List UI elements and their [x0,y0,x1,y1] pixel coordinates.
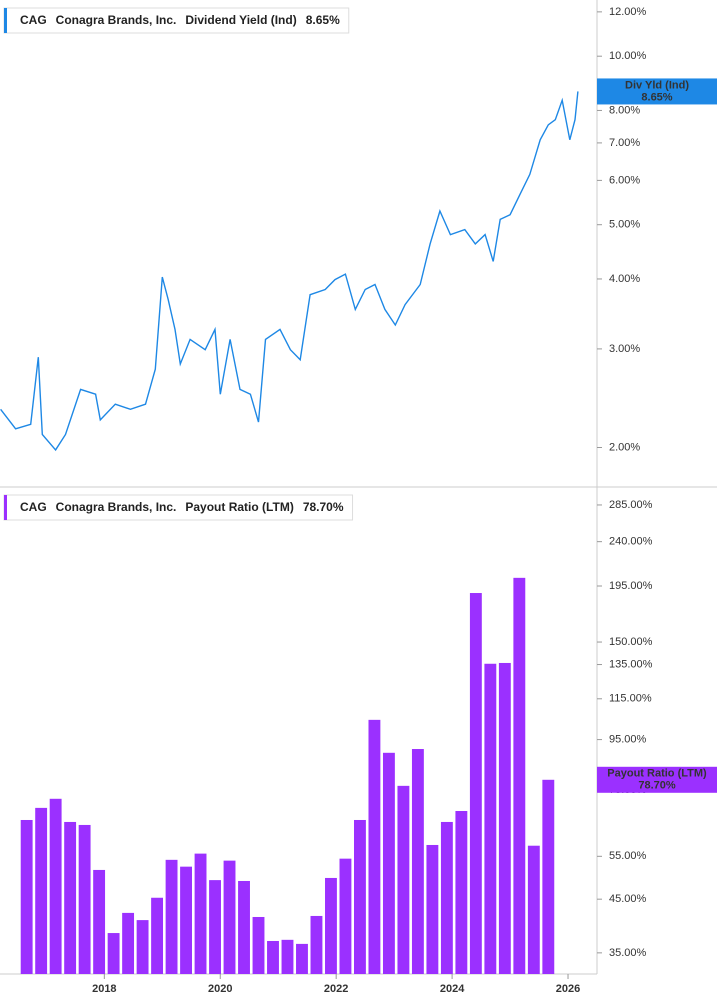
bar [180,866,192,974]
legend-company: Conagra Brands, Inc. [56,500,177,514]
bar [484,663,497,974]
x-tick-label: 2020 [208,983,232,995]
bar [368,719,381,974]
y-tick-label: 285.00% [609,499,653,511]
line-series [0,91,579,452]
bar [397,785,410,974]
y-tick-label: 5.00% [609,219,640,231]
bar [49,798,62,974]
y-tick-label: 195.00% [609,580,653,592]
y-tick-label: 8.00% [609,104,640,116]
legend-marker [4,495,7,520]
x-tick-label: 2026 [556,983,580,995]
bar [107,933,120,974]
legend-box [3,494,354,521]
y-tick-label: 35.00% [609,947,647,959]
legend-company: Conagra Brands, Inc. [56,13,177,27]
bar [165,859,178,974]
bar [151,897,164,974]
bar [35,807,48,974]
legend-marker [4,8,7,33]
y-tick-label: 4.00% [609,273,640,285]
value-tag-value: 78.70% [638,780,676,792]
bar [223,860,236,974]
y-tick-label: 6.00% [609,174,640,186]
legend-title: Dividend Yield (Ind) [185,13,296,27]
legend-current-label: 8.65% [306,13,340,27]
y-tick-label: 95.00% [609,733,647,745]
x-tick-label: 2022 [324,983,348,995]
bar [455,811,468,974]
bar [353,819,366,974]
bar [469,593,482,974]
bar [513,577,526,974]
y-tick-label: 115.00% [609,693,652,705]
bar [194,853,207,974]
bar [339,858,352,974]
legend-ticker: CAG [20,500,47,514]
value-tag [597,766,717,793]
x-tick-label: 2018 [92,983,116,995]
bar [310,915,323,974]
bar [411,749,424,974]
legend-box [3,7,350,34]
y-tick-label: 2.00% [609,441,640,453]
bar [64,821,77,974]
bar [252,916,265,974]
y-tick-label: 7.00% [609,137,640,149]
bar [426,844,439,974]
y-tick-label: 12.00% [609,6,647,18]
bar [382,752,395,974]
legend-title: Payout Ratio (LTM) [185,500,293,514]
bar [281,939,294,974]
bar [122,912,135,974]
bar [238,880,250,974]
y-tick-label: 3.00% [609,343,640,355]
y-tick-label: 240.00% [609,536,653,548]
y-tick-label: 55.00% [609,850,647,862]
bar [93,869,106,974]
y-tick-label: 10.00% [609,50,647,62]
legend: CAG Conagra Brands, Inc. Payout Ratio (LTM… [3,494,354,521]
bar [325,877,337,974]
value-tag-value: 8.65% [641,91,672,103]
bar [136,920,149,974]
y-tick-label: 135.00% [609,658,653,670]
bar [440,821,453,974]
value-tag-title: Div Yld (Ind) [625,79,689,91]
legend-ticker: CAG [20,13,47,27]
value-tag [597,78,717,105]
bar [20,819,33,974]
bar [78,824,91,974]
bar [209,880,221,974]
y-tick-label: 45.00% [609,893,647,905]
y-tick-label: 150.00% [609,636,653,648]
legend-current-label: 78.70% [303,500,344,514]
legend: CAG Conagra Brands, Inc. Dividend Yield (I… [3,7,350,34]
value-tag-title: Payout Ratio (LTM) [607,768,707,780]
bar [527,845,540,974]
bar [267,940,279,974]
bar [542,779,555,974]
bar [498,662,511,974]
x-tick-label: 2024 [440,983,465,995]
bar [296,943,308,974]
